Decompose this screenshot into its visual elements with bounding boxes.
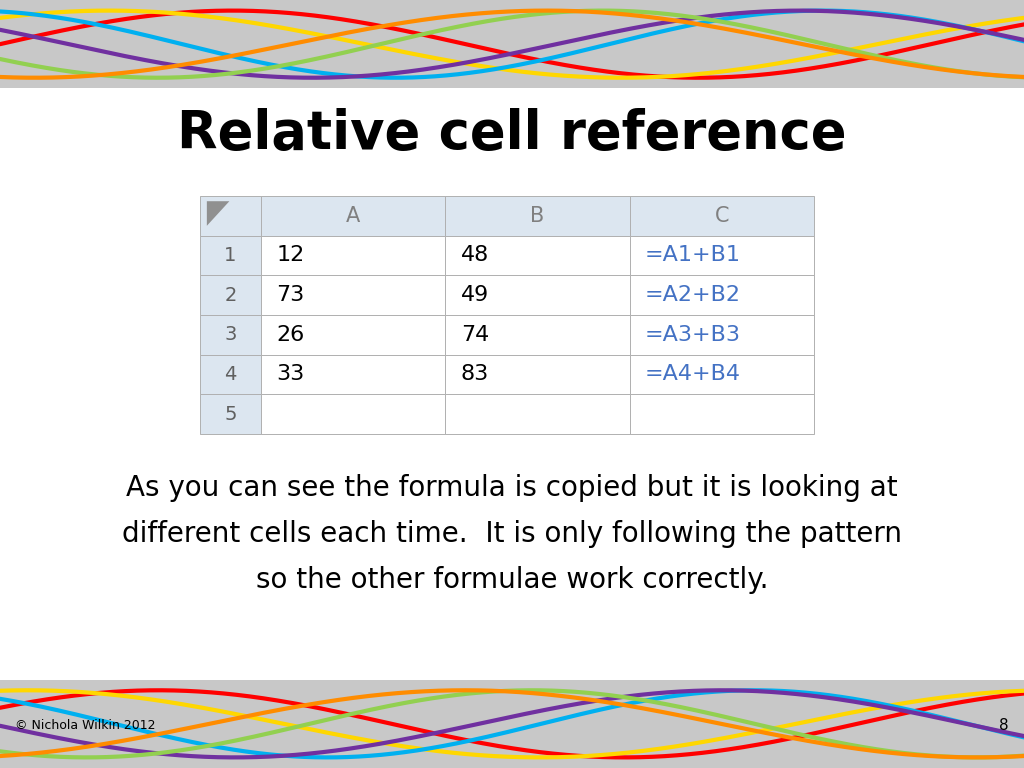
Text: As you can see the formula is copied but it is looking at: As you can see the formula is copied but… — [126, 474, 898, 502]
Bar — [445, 236, 630, 275]
Bar — [445, 394, 630, 434]
Text: 48: 48 — [461, 245, 489, 266]
Bar — [445, 275, 630, 315]
Bar — [200, 196, 261, 236]
Text: 12: 12 — [276, 245, 305, 266]
Text: so the other formulae work correctly.: so the other formulae work correctly. — [256, 566, 768, 594]
Bar — [261, 196, 445, 236]
Text: 49: 49 — [461, 285, 489, 305]
Text: 26: 26 — [276, 325, 305, 345]
Text: 73: 73 — [276, 285, 305, 305]
Text: 2: 2 — [224, 286, 237, 305]
Bar — [261, 315, 445, 355]
Text: 4: 4 — [224, 365, 237, 384]
Text: 8: 8 — [999, 718, 1009, 733]
Bar — [445, 355, 630, 394]
Bar — [630, 275, 814, 315]
Text: © Nichola Wilkin 2012: © Nichola Wilkin 2012 — [15, 720, 156, 732]
Text: Relative cell reference: Relative cell reference — [177, 108, 847, 161]
Bar — [261, 275, 445, 315]
Text: B: B — [530, 206, 545, 226]
Bar — [445, 315, 630, 355]
Text: =A3+B3: =A3+B3 — [645, 325, 741, 345]
Bar — [200, 275, 261, 315]
Bar — [261, 394, 445, 434]
Text: =A1+B1: =A1+B1 — [645, 245, 741, 266]
Bar — [630, 315, 814, 355]
Bar — [630, 394, 814, 434]
Text: 83: 83 — [461, 364, 489, 385]
Text: different cells each time.  It is only following the pattern: different cells each time. It is only fo… — [122, 520, 902, 548]
Polygon shape — [207, 201, 229, 226]
Bar — [630, 196, 814, 236]
Bar — [200, 394, 261, 434]
Text: =A2+B2: =A2+B2 — [645, 285, 741, 305]
Text: 33: 33 — [276, 364, 305, 385]
Text: =A4+B4: =A4+B4 — [645, 364, 741, 385]
Bar — [445, 196, 630, 236]
Text: A: A — [346, 206, 360, 226]
Bar — [261, 355, 445, 394]
Bar — [200, 315, 261, 355]
Bar — [0, 680, 1024, 768]
Bar — [261, 236, 445, 275]
Text: 5: 5 — [224, 405, 237, 424]
Text: 74: 74 — [461, 325, 489, 345]
Bar — [0, 0, 1024, 88]
Text: 1: 1 — [224, 246, 237, 265]
Text: C: C — [715, 206, 729, 226]
Bar — [200, 236, 261, 275]
Bar — [200, 355, 261, 394]
Bar — [630, 355, 814, 394]
Text: 3: 3 — [224, 325, 237, 344]
Bar — [630, 236, 814, 275]
